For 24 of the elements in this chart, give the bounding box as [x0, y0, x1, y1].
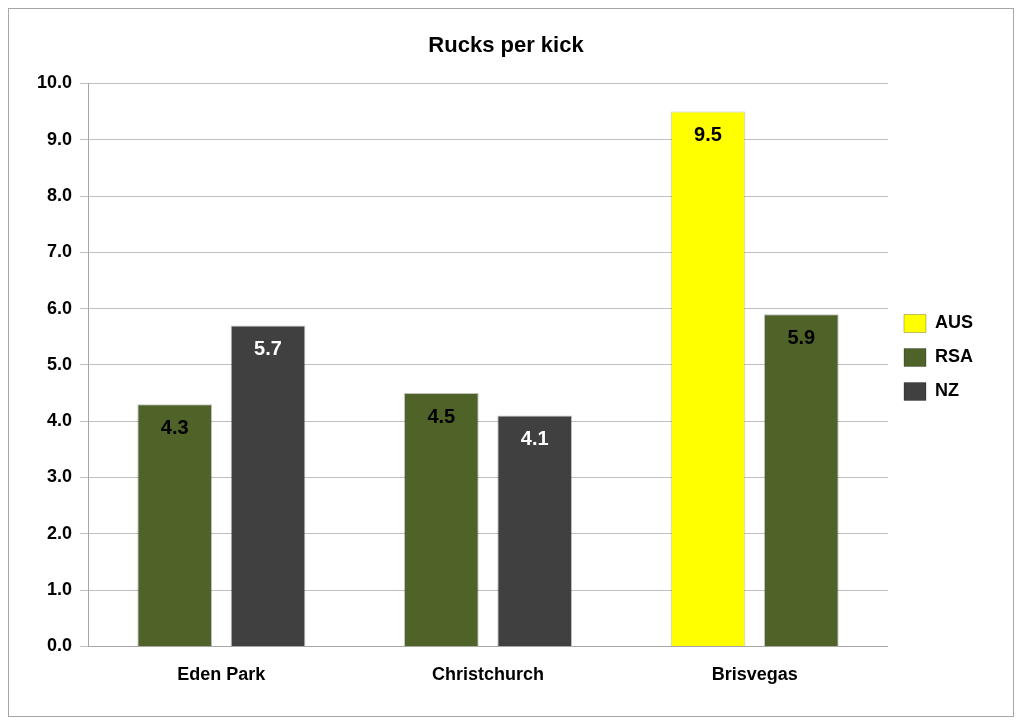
y-tick-label: 8.0: [47, 184, 73, 205]
y-tick-label: 10.0: [36, 72, 73, 93]
y-tick-label: 1.0: [47, 579, 73, 600]
data-label: 9.5: [694, 123, 722, 146]
data-label: 5.9: [787, 325, 816, 348]
legend-label: RSA: [935, 346, 974, 367]
data-label: 4.1: [520, 427, 549, 450]
y-tick-label: 9.0: [47, 128, 73, 149]
y-tick-label: 5.0: [47, 353, 73, 374]
chart-title: Rucks per kick: [428, 32, 585, 58]
x-tick-label: Christchurch: [432, 664, 545, 685]
y-tick-label: 7.0: [47, 241, 73, 262]
legend-label: AUS: [935, 312, 974, 333]
data-label: 4.5: [427, 404, 456, 427]
data-label: 5.7: [254, 337, 282, 360]
y-tick-label: 2.0: [47, 522, 73, 543]
y-tick-label: 0.0: [47, 635, 73, 656]
x-tick-label: Eden Park: [177, 664, 267, 685]
legend-label: NZ: [935, 380, 959, 401]
y-tick-label: 4.0: [47, 410, 73, 431]
data-label: 4.3: [160, 415, 189, 438]
y-tick-label: 3.0: [47, 466, 73, 487]
y-tick-label: 6.0: [47, 297, 73, 318]
x-tick-label: Brisvegas: [711, 664, 798, 685]
